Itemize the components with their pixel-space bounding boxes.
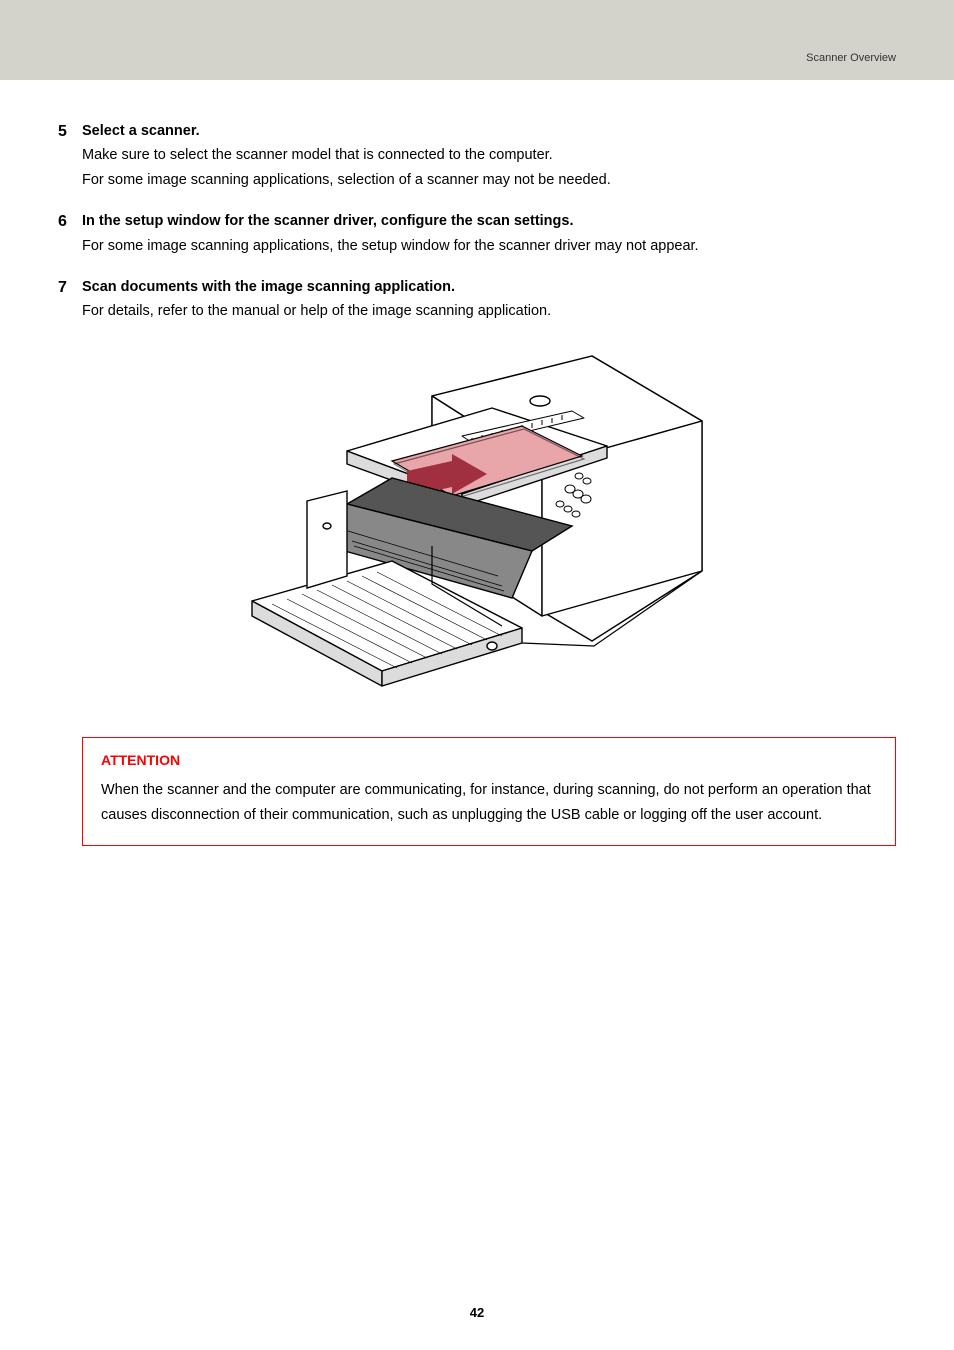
step-text: For some image scanning applications, th… <box>82 234 896 259</box>
step-title: Scan documents with the image scanning a… <box>82 276 896 299</box>
step-title: In the setup window for the scanner driv… <box>82 210 896 233</box>
header-band: Scanner Overview <box>0 0 954 80</box>
attention-text: When the scanner and the computer are co… <box>101 778 877 827</box>
step-text: For some image scanning applications, se… <box>82 168 896 193</box>
step-text: Make sure to select the scanner model th… <box>82 143 896 168</box>
step-number: 5 <box>58 120 82 192</box>
page-number: 42 <box>0 1305 954 1320</box>
step-number: 6 <box>58 210 82 258</box>
step-5: 5 Select a scanner. Make sure to select … <box>58 120 896 192</box>
attention-box: ATTENTION When the scanner and the compu… <box>82 737 896 846</box>
step-body: Select a scanner. Make sure to select th… <box>82 120 896 192</box>
step-title: Select a scanner. <box>82 120 896 143</box>
step-text: For details, refer to the manual or help… <box>82 299 896 324</box>
step-body: Scan documents with the image scanning a… <box>82 276 896 324</box>
step-body: In the setup window for the scanner driv… <box>82 210 896 258</box>
header-section-label: Scanner Overview <box>806 52 896 64</box>
step-6: 6 In the setup window for the scanner dr… <box>58 210 896 258</box>
attention-label: ATTENTION <box>101 752 877 768</box>
step-number: 7 <box>58 276 82 324</box>
step-7: 7 Scan documents with the image scanning… <box>58 276 896 324</box>
scanner-illustration <box>58 346 896 711</box>
page-content: 5 Select a scanner. Make sure to select … <box>0 80 954 846</box>
